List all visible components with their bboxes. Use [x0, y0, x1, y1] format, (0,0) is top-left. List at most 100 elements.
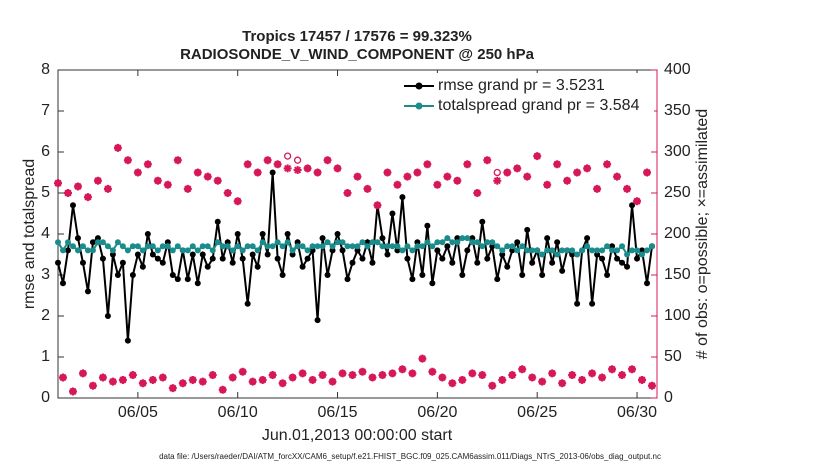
- data-point: [364, 239, 371, 246]
- obs-assimilated: [188, 375, 197, 384]
- data-point: [354, 243, 361, 250]
- obs-assimilated: [418, 354, 427, 363]
- data-point: [219, 243, 226, 250]
- obs-assimilated: [603, 160, 612, 169]
- data-point: [464, 247, 471, 254]
- data-point: [74, 247, 81, 254]
- data-point: [469, 235, 476, 242]
- data-point: [84, 288, 91, 295]
- obs-assimilated: [83, 193, 92, 202]
- obs-assimilated: [393, 180, 402, 189]
- obs-possible: [283, 152, 292, 160]
- data-point: [169, 247, 176, 254]
- data-point: [639, 251, 646, 258]
- obs-assimilated: [298, 369, 307, 378]
- obs-assimilated: [303, 164, 312, 173]
- data-point: [509, 247, 516, 254]
- data-point: [524, 226, 531, 233]
- y2-tick-label: 350: [664, 102, 691, 119]
- obs-assimilated: [588, 369, 597, 378]
- data-point: [154, 247, 161, 254]
- data-point: [614, 247, 621, 254]
- obs-assimilated: [638, 375, 647, 384]
- obs-assimilated: [583, 164, 592, 173]
- data-point: [339, 247, 346, 254]
- data-point: [329, 247, 336, 254]
- data-point: [574, 251, 581, 258]
- data-point: [604, 272, 611, 278]
- legend-label: totalspread grand pr = 3.584: [438, 97, 640, 114]
- obs-assimilated: [288, 373, 297, 382]
- data-point: [199, 243, 206, 250]
- obs-assimilated: [573, 168, 582, 177]
- data-point: [299, 263, 306, 270]
- data-point: [429, 280, 436, 287]
- obs-assimilated: [173, 156, 182, 165]
- x-tick-label: 06/10: [218, 404, 258, 421]
- data-point: [504, 243, 511, 250]
- data-point: [629, 202, 636, 209]
- obs-assimilated: [213, 176, 222, 185]
- obs-assimilated: [333, 164, 342, 173]
- data-point: [439, 239, 446, 246]
- data-point: [284, 231, 291, 237]
- obs-assimilated: [113, 143, 122, 152]
- data-point: [439, 255, 446, 262]
- data-point: [549, 247, 556, 254]
- data-point: [164, 239, 171, 246]
- data-point: [624, 251, 631, 258]
- data-point: [349, 243, 356, 250]
- y-tick-label: 6: [41, 143, 50, 160]
- x-tick-label: 06/20: [417, 404, 457, 421]
- data-point: [139, 263, 146, 270]
- data-point: [489, 243, 496, 250]
- y-tick-label: 3: [41, 266, 50, 283]
- data-point: [474, 239, 481, 246]
- data-point: [324, 272, 331, 278]
- data-point: [364, 243, 371, 250]
- data-point: [114, 239, 121, 246]
- data-point: [204, 243, 211, 250]
- data-point: [104, 243, 111, 250]
- obs-assimilated: [348, 371, 357, 380]
- data-point: [279, 272, 286, 278]
- obs-assimilated: [148, 375, 157, 384]
- data-point: [159, 243, 166, 250]
- data-point: [544, 247, 551, 254]
- data-point: [204, 263, 211, 270]
- obs-assimilated: [108, 377, 117, 386]
- obs-assimilated: [278, 379, 287, 388]
- obs-assimilated: [158, 373, 167, 382]
- obs-assimilated: [423, 160, 432, 169]
- data-point: [339, 239, 346, 246]
- obs-assimilated: [103, 184, 112, 193]
- data-point: [259, 231, 266, 237]
- data-point: [209, 255, 216, 262]
- data-point: [404, 255, 411, 262]
- data-point: [384, 243, 391, 250]
- data-point: [79, 259, 86, 266]
- obs-assimilated: [558, 379, 567, 388]
- obs-assimilated: [138, 379, 147, 388]
- data-point: [449, 239, 456, 246]
- data-point: [89, 239, 96, 246]
- obs-assimilated: [398, 365, 407, 374]
- data-point: [554, 251, 561, 258]
- data-point: [449, 259, 456, 266]
- data-point: [269, 243, 276, 250]
- data-point: [89, 247, 96, 254]
- data-point: [444, 235, 451, 242]
- y2-tick-label: 400: [664, 61, 691, 78]
- x-tick-label: 06/25: [517, 404, 557, 421]
- obs-assimilated: [258, 375, 267, 384]
- data-point: [624, 263, 631, 270]
- obs-assimilated: [593, 184, 602, 193]
- y-tick-label: 0: [41, 389, 50, 406]
- obs-assimilated: [628, 365, 637, 374]
- data-point: [154, 255, 161, 262]
- data-point: [174, 276, 181, 283]
- data-point: [409, 276, 416, 283]
- data-point: [55, 259, 61, 266]
- obs-assimilated: [383, 168, 392, 177]
- data-point: [244, 243, 251, 250]
